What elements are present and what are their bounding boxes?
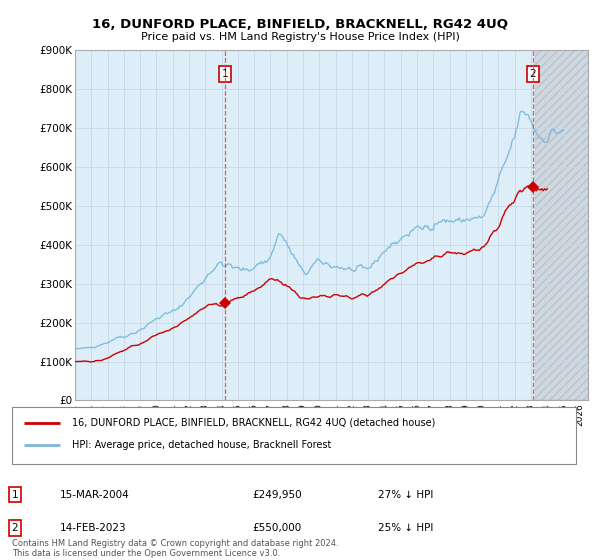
- Text: 14-FEB-2023: 14-FEB-2023: [60, 523, 127, 533]
- Bar: [535, 50, 588, 400]
- Text: 16, DUNFORD PLACE, BINFIELD, BRACKNELL, RG42 4UQ (detached house): 16, DUNFORD PLACE, BINFIELD, BRACKNELL, …: [72, 418, 436, 428]
- FancyBboxPatch shape: [12, 407, 576, 464]
- Text: £550,000: £550,000: [252, 523, 301, 533]
- Text: Price paid vs. HM Land Registry's House Price Index (HPI): Price paid vs. HM Land Registry's House …: [140, 32, 460, 43]
- Text: 1: 1: [11, 489, 19, 500]
- Text: HPI: Average price, detached house, Bracknell Forest: HPI: Average price, detached house, Brac…: [72, 440, 331, 450]
- Text: 2: 2: [11, 523, 19, 533]
- Text: 16, DUNFORD PLACE, BINFIELD, BRACKNELL, RG42 4UQ: 16, DUNFORD PLACE, BINFIELD, BRACKNELL, …: [92, 18, 508, 31]
- Text: 2: 2: [530, 69, 536, 79]
- Text: 27% ↓ HPI: 27% ↓ HPI: [378, 489, 433, 500]
- Text: 1: 1: [221, 69, 229, 79]
- Text: 25% ↓ HPI: 25% ↓ HPI: [378, 523, 433, 533]
- Text: 15-MAR-2004: 15-MAR-2004: [60, 489, 130, 500]
- Bar: [535, 50, 588, 400]
- Text: Contains HM Land Registry data © Crown copyright and database right 2024.
This d: Contains HM Land Registry data © Crown c…: [12, 539, 338, 558]
- Text: £249,950: £249,950: [252, 489, 302, 500]
